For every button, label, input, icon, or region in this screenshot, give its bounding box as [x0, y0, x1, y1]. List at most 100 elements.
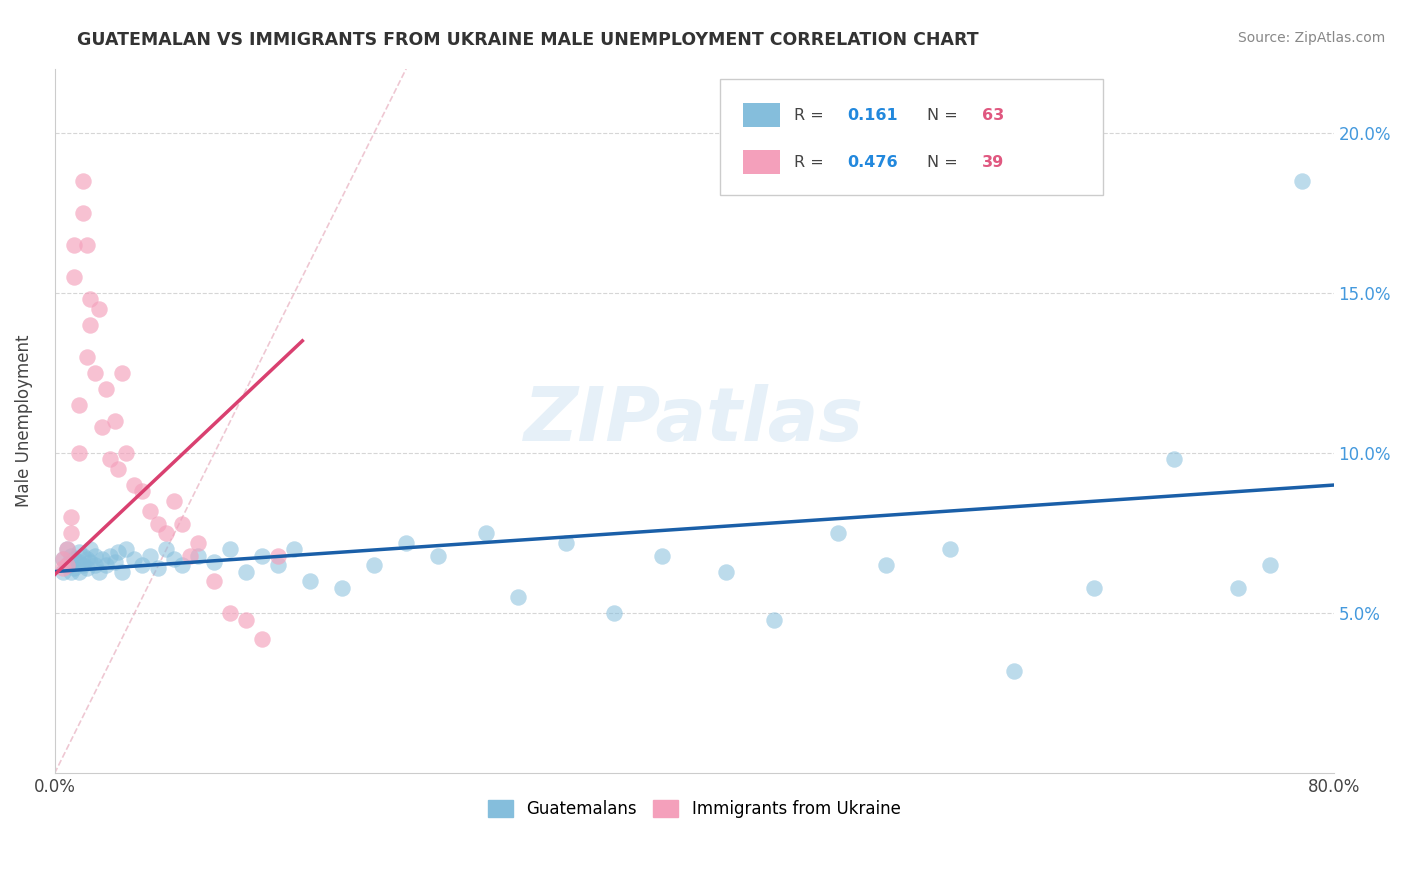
Point	[299, 574, 322, 589]
Text: 63: 63	[981, 108, 1004, 123]
Point	[235, 613, 257, 627]
Point	[111, 366, 134, 380]
Point	[94, 558, 117, 573]
Point	[56, 558, 79, 573]
Point	[76, 551, 98, 566]
Point	[72, 549, 94, 563]
FancyBboxPatch shape	[742, 103, 780, 128]
Point	[172, 516, 194, 531]
Point	[163, 494, 186, 508]
Point	[83, 366, 105, 380]
Point	[267, 558, 290, 573]
Text: 39: 39	[981, 155, 1004, 169]
Point	[72, 174, 94, 188]
Point	[131, 558, 153, 573]
Point	[76, 237, 98, 252]
Point	[100, 452, 122, 467]
Point	[124, 478, 146, 492]
Point	[59, 565, 82, 579]
Text: 0.476: 0.476	[848, 155, 898, 169]
Point	[107, 462, 129, 476]
Point	[79, 318, 101, 332]
Point	[111, 565, 134, 579]
Point	[163, 551, 186, 566]
Point	[94, 382, 117, 396]
Point	[67, 565, 90, 579]
Point	[115, 446, 138, 460]
Point	[83, 549, 105, 563]
Point	[139, 504, 162, 518]
Text: N =: N =	[927, 108, 963, 123]
Point	[252, 632, 274, 646]
Point	[51, 551, 73, 566]
Y-axis label: Male Unemployment: Male Unemployment	[15, 334, 32, 508]
Point	[555, 535, 578, 549]
Point	[714, 565, 737, 579]
Point	[51, 551, 73, 566]
Point	[1163, 452, 1185, 467]
Point	[395, 535, 418, 549]
Point	[67, 446, 90, 460]
Point	[59, 549, 82, 563]
Point	[139, 549, 162, 563]
Point	[363, 558, 385, 573]
Point	[187, 535, 209, 549]
Text: ZIPatlas: ZIPatlas	[524, 384, 865, 458]
Text: Source: ZipAtlas.com: Source: ZipAtlas.com	[1237, 31, 1385, 45]
Point	[72, 558, 94, 573]
Point	[187, 549, 209, 563]
Text: R =: R =	[794, 155, 828, 169]
Point	[875, 558, 897, 573]
Point	[172, 558, 194, 573]
Point	[100, 549, 122, 563]
Point	[56, 542, 79, 557]
Point	[235, 565, 257, 579]
Point	[89, 301, 111, 316]
Point	[67, 555, 90, 569]
Point	[79, 542, 101, 557]
Point	[76, 350, 98, 364]
Point	[427, 549, 450, 563]
Point	[1291, 174, 1313, 188]
Point	[204, 574, 226, 589]
Text: 0.161: 0.161	[848, 108, 898, 123]
Point	[148, 516, 170, 531]
Point	[56, 542, 79, 557]
Point	[827, 526, 849, 541]
Point	[1002, 664, 1025, 678]
Text: GUATEMALAN VS IMMIGRANTS FROM UKRAINE MALE UNEMPLOYMENT CORRELATION CHART: GUATEMALAN VS IMMIGRANTS FROM UKRAINE MA…	[77, 31, 979, 49]
Point	[67, 398, 90, 412]
Text: R =: R =	[794, 108, 828, 123]
Point	[62, 551, 84, 566]
Point	[1226, 581, 1249, 595]
Point	[59, 558, 82, 573]
Point	[76, 561, 98, 575]
Point	[83, 558, 105, 573]
Legend: Guatemalans, Immigrants from Ukraine: Guatemalans, Immigrants from Ukraine	[481, 794, 907, 825]
Point	[51, 565, 73, 579]
Point	[475, 526, 498, 541]
Point	[62, 269, 84, 284]
Point	[763, 613, 786, 627]
Point	[62, 561, 84, 575]
FancyBboxPatch shape	[742, 151, 780, 174]
Point	[939, 542, 962, 557]
Point	[1083, 581, 1105, 595]
Text: N =: N =	[927, 155, 963, 169]
Point	[67, 545, 90, 559]
Point	[148, 561, 170, 575]
Point	[155, 526, 177, 541]
Point	[603, 606, 626, 620]
Point	[91, 420, 114, 434]
Point	[155, 542, 177, 557]
Point	[219, 606, 242, 620]
Point	[62, 237, 84, 252]
Point	[115, 542, 138, 557]
Point	[89, 565, 111, 579]
Point	[651, 549, 673, 563]
Point	[252, 549, 274, 563]
Point	[56, 558, 79, 573]
Point	[72, 205, 94, 219]
Point	[267, 549, 290, 563]
Point	[104, 555, 127, 569]
